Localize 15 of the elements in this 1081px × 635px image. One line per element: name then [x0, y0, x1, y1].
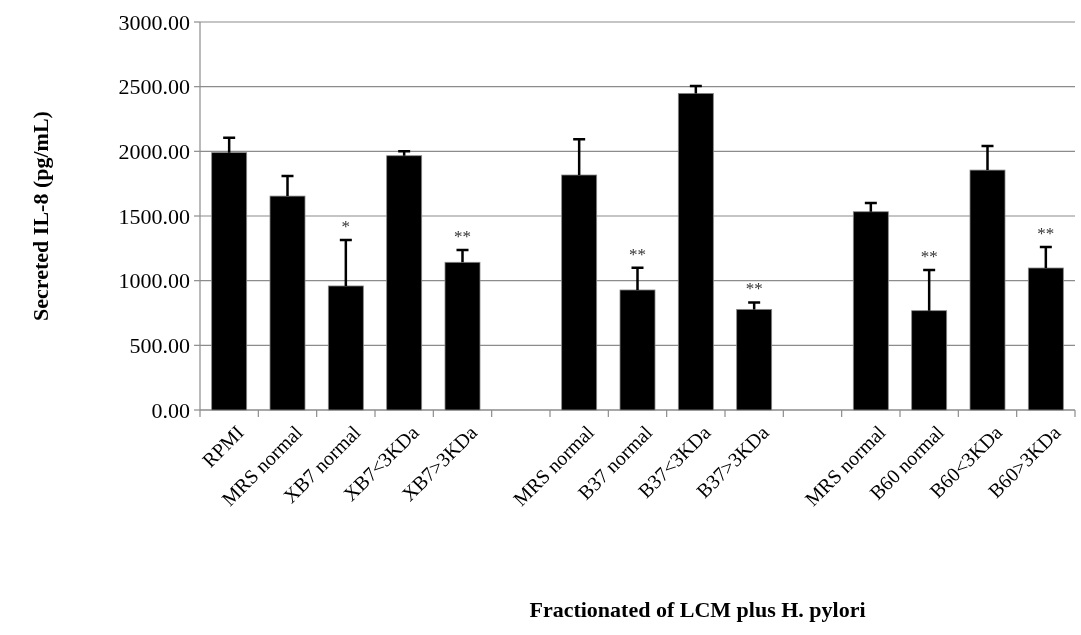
data-label: **	[745, 279, 763, 299]
data-label: **	[920, 247, 938, 267]
data-label: **	[454, 227, 471, 247]
data-label: **	[629, 244, 646, 264]
data-label: **	[1037, 224, 1055, 244]
y-tick-label: 1000.00	[118, 268, 190, 294]
y-tick-label: 2500.00	[118, 74, 190, 100]
y-tick-label: 1500.00	[118, 203, 190, 229]
y-tick-label: 0.00	[151, 397, 190, 423]
y-tick-label: 2000.00	[118, 139, 190, 165]
y-axis-title: Secreted IL-8 (pg/mL)	[28, 111, 53, 321]
y-tick-label: 500.00	[129, 333, 190, 359]
x-axis-title: Fractionated of LCM plus H. pylori	[529, 597, 866, 622]
y-tick-label: 3000.00	[118, 9, 190, 35]
data-label: *	[341, 217, 351, 237]
